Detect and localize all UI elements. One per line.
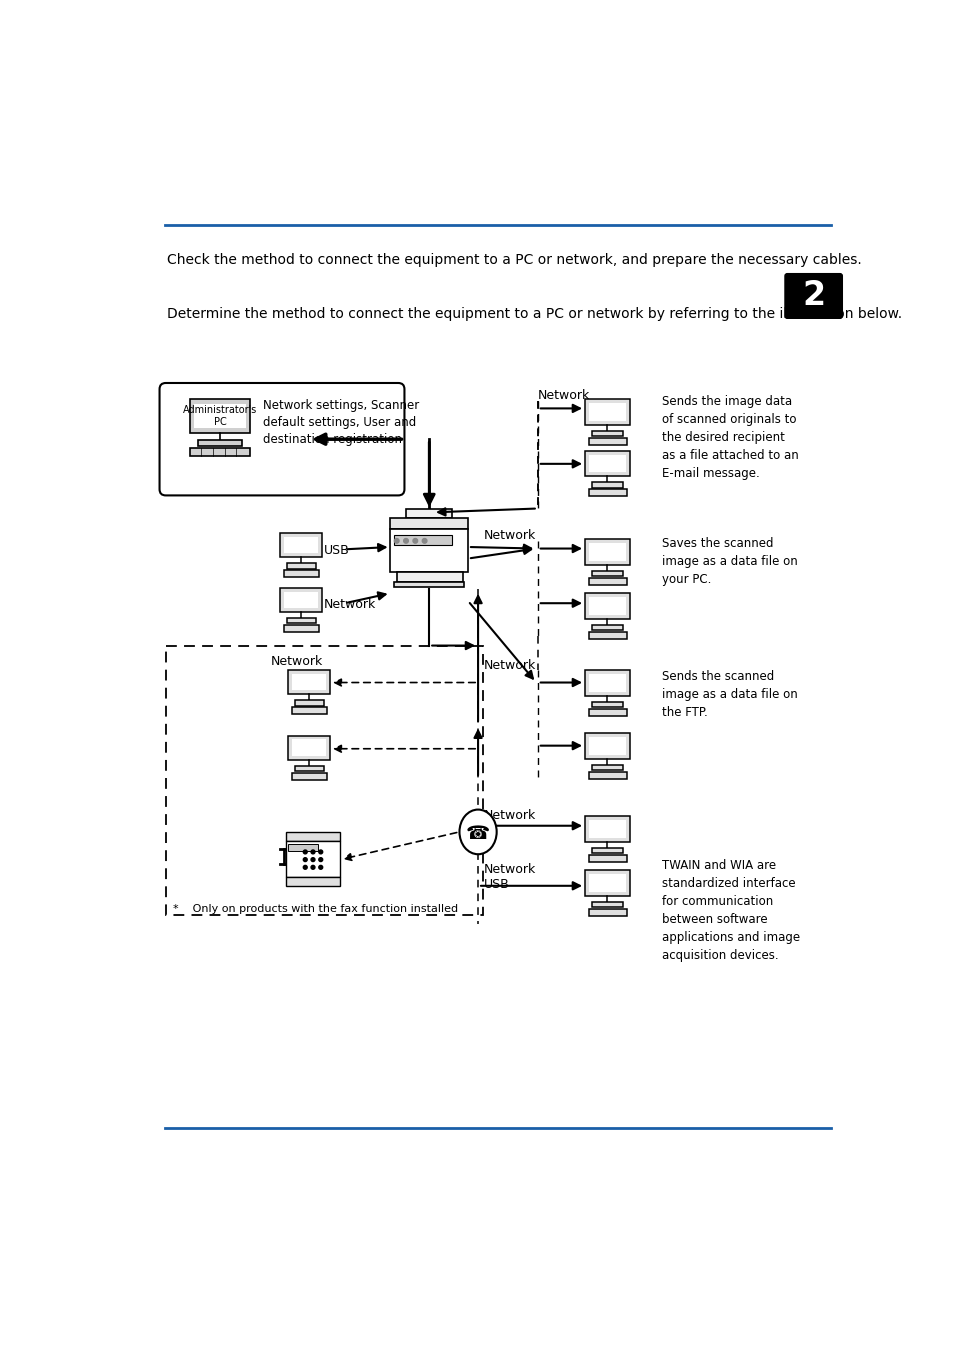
Text: Sends the image data
of scanned originals to
the desired recipient
as a file att: Sends the image data of scanned original… (661, 396, 798, 481)
Bar (584, 593, 629, 618)
Bar (288, 670, 330, 694)
Text: Determine the method to connect the equipment to a PC or network by referring to: Determine the method to connect the equi… (167, 306, 902, 321)
Bar (588, 821, 625, 838)
Bar (280, 533, 322, 558)
Bar (592, 848, 622, 853)
Bar (284, 591, 318, 608)
Text: Saves the scanned
image as a data file on
your PC.: Saves the scanned image as a data file o… (661, 537, 797, 586)
Text: ☎: ☎ (465, 824, 490, 842)
Text: 2: 2 (801, 279, 824, 312)
Bar (588, 543, 625, 560)
Circle shape (303, 850, 307, 853)
Bar (294, 701, 323, 706)
Bar (584, 451, 629, 477)
Bar (584, 817, 629, 842)
Bar (286, 832, 340, 841)
Bar (288, 736, 330, 760)
Bar (284, 570, 319, 576)
Circle shape (303, 857, 307, 861)
Bar (292, 740, 326, 756)
Bar (287, 563, 315, 568)
Text: Network: Network (323, 598, 375, 612)
Bar (592, 571, 622, 576)
Text: Network: Network (483, 659, 536, 672)
Bar (390, 528, 468, 572)
Bar (588, 597, 625, 614)
Bar (588, 772, 626, 779)
Bar (286, 876, 340, 886)
Bar (588, 437, 626, 444)
Bar (394, 582, 464, 587)
Bar (286, 841, 340, 876)
Bar (592, 902, 622, 907)
Bar (588, 632, 626, 639)
Bar (588, 737, 625, 755)
Bar (292, 772, 327, 779)
Bar (390, 518, 468, 528)
Bar (190, 448, 250, 456)
Bar (584, 539, 629, 564)
Circle shape (311, 857, 314, 861)
Bar (588, 489, 626, 497)
Circle shape (311, 865, 314, 869)
Circle shape (311, 850, 314, 853)
Bar (406, 509, 452, 518)
Circle shape (303, 865, 307, 869)
Bar (588, 709, 626, 716)
Text: Network: Network (483, 528, 536, 541)
Bar (280, 587, 322, 612)
Bar (592, 431, 622, 436)
Bar (396, 572, 462, 582)
Bar (284, 625, 319, 632)
Bar (584, 670, 629, 695)
Bar (288, 844, 317, 850)
Bar (287, 618, 315, 624)
Bar (592, 625, 622, 630)
Bar (584, 733, 629, 759)
Bar (588, 455, 625, 472)
Bar (584, 400, 629, 424)
FancyBboxPatch shape (159, 383, 404, 495)
Bar (592, 702, 622, 707)
Bar (588, 875, 625, 892)
Bar (592, 765, 622, 771)
FancyBboxPatch shape (784, 274, 841, 319)
Bar (166, 645, 483, 915)
Bar (584, 871, 629, 896)
Bar (588, 578, 626, 585)
Circle shape (413, 539, 417, 543)
Text: USB: USB (483, 878, 509, 891)
Text: Network: Network (537, 389, 589, 402)
Circle shape (318, 865, 322, 869)
Bar (588, 674, 625, 691)
Bar (294, 765, 323, 771)
Bar (190, 400, 250, 433)
Circle shape (403, 539, 408, 543)
Bar (592, 482, 622, 487)
Circle shape (394, 539, 398, 543)
Text: Network settings, Scanner
default settings, User and
destination registration: Network settings, Scanner default settin… (262, 400, 418, 446)
Text: Network: Network (483, 863, 536, 876)
Text: Administrator's
PC: Administrator's PC (183, 405, 257, 427)
Bar (292, 674, 326, 690)
Circle shape (422, 539, 427, 543)
Bar (292, 707, 327, 714)
Bar (394, 535, 452, 545)
Text: USB: USB (323, 544, 349, 556)
Bar (588, 855, 626, 861)
Circle shape (318, 857, 322, 861)
Ellipse shape (459, 810, 497, 855)
Bar (588, 404, 625, 421)
Text: *    Only on products with the fax function installed: * Only on products with the fax function… (173, 903, 458, 914)
Text: Check the method to connect the equipment to a PC or network, and prepare the ne: Check the method to connect the equipmen… (167, 252, 862, 267)
Text: Sends the scanned
image as a data file on
the FTP.: Sends the scanned image as a data file o… (661, 670, 797, 720)
Bar (198, 440, 241, 446)
Text: Network: Network (483, 809, 536, 822)
Circle shape (318, 850, 322, 853)
Bar (588, 909, 626, 915)
Text: Network: Network (270, 655, 322, 668)
Bar (284, 537, 318, 554)
Text: TWAIN and WIA are
standardized interface
for communication
between software
appl: TWAIN and WIA are standardized interface… (661, 859, 799, 961)
Bar (194, 404, 245, 428)
